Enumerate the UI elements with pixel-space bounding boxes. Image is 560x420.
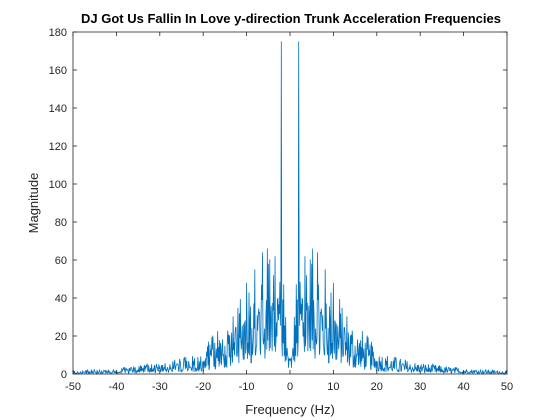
x-tick-label: -30 xyxy=(152,381,168,393)
x-tick-label: 10 xyxy=(327,381,339,393)
x-tick-label: 20 xyxy=(371,381,383,393)
x-axis-label: Frequency (Hz) xyxy=(245,402,335,417)
y-tick-label: 0 xyxy=(61,369,67,381)
y-tick-label: 40 xyxy=(55,293,67,305)
x-tick-label: -40 xyxy=(108,381,124,393)
y-tick-label: 100 xyxy=(49,179,67,191)
series-line xyxy=(72,41,508,375)
x-tick-label: -20 xyxy=(195,381,211,393)
x-tick-label: -50 xyxy=(65,381,81,393)
x-tick-label: -10 xyxy=(239,381,255,393)
x-ticks-group: -50 -40 -30 -20 -10 0 10 20 30 40 50 xyxy=(65,32,513,393)
x-tick-label: 50 xyxy=(501,381,513,393)
x-tick-label: 0 xyxy=(287,381,293,393)
y-ticks-group: 0 20 40 60 80 100 120 140 160 180 xyxy=(49,27,507,381)
y-axis-label: Magnitude xyxy=(26,173,41,234)
y-tick-label: 20 xyxy=(55,331,67,343)
y-tick-label: 120 xyxy=(49,141,67,153)
plot-series-group xyxy=(72,41,508,375)
y-tick-label: 160 xyxy=(49,65,67,77)
y-tick-label: 60 xyxy=(55,255,67,267)
y-tick-label: 140 xyxy=(49,103,67,115)
x-tick-label: 30 xyxy=(414,381,426,393)
y-tick-label: 80 xyxy=(55,217,67,229)
y-tick-label: 180 xyxy=(49,27,67,39)
chart-title: DJ Got Us Fallin In Love y-direction Tru… xyxy=(81,11,501,26)
plot-area xyxy=(73,32,507,374)
x-tick-label: 40 xyxy=(457,381,469,393)
